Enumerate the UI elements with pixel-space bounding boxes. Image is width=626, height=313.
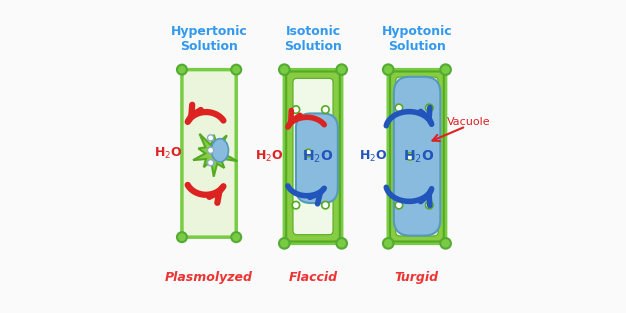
Text: Plasmolyzed: Plasmolyzed — [165, 271, 253, 284]
Circle shape — [406, 153, 414, 160]
FancyBboxPatch shape — [390, 71, 444, 242]
Circle shape — [177, 232, 187, 242]
FancyBboxPatch shape — [394, 77, 440, 236]
Text: H$_2$O: H$_2$O — [154, 146, 182, 161]
Circle shape — [208, 160, 213, 166]
Text: Hypertonic
Solution: Hypertonic Solution — [171, 25, 247, 53]
FancyBboxPatch shape — [293, 78, 333, 235]
Text: H$_2$O: H$_2$O — [302, 148, 334, 165]
FancyBboxPatch shape — [296, 113, 338, 203]
Circle shape — [426, 104, 433, 111]
Circle shape — [440, 64, 451, 75]
Text: Isotonic
Solution: Isotonic Solution — [284, 25, 342, 53]
Text: Turgid: Turgid — [395, 271, 439, 284]
FancyBboxPatch shape — [388, 69, 446, 244]
Circle shape — [336, 238, 347, 249]
Circle shape — [383, 238, 394, 249]
Circle shape — [279, 238, 290, 249]
FancyBboxPatch shape — [286, 71, 340, 242]
Circle shape — [336, 64, 347, 75]
Circle shape — [322, 202, 329, 209]
Text: H$_2$O: H$_2$O — [403, 148, 434, 165]
Ellipse shape — [212, 139, 228, 162]
Circle shape — [383, 64, 394, 75]
Circle shape — [305, 149, 312, 157]
Polygon shape — [193, 134, 237, 177]
Text: Vacuole: Vacuole — [447, 117, 491, 127]
Circle shape — [279, 64, 290, 75]
Circle shape — [395, 104, 403, 111]
Text: H$_2$O: H$_2$O — [255, 149, 284, 164]
Circle shape — [426, 202, 433, 209]
Circle shape — [322, 106, 329, 113]
Circle shape — [292, 202, 300, 209]
Circle shape — [208, 147, 213, 153]
FancyBboxPatch shape — [182, 69, 236, 237]
Circle shape — [292, 106, 300, 113]
FancyBboxPatch shape — [396, 77, 438, 236]
Text: H$_2$O: H$_2$O — [359, 149, 387, 164]
Circle shape — [231, 232, 241, 242]
Circle shape — [440, 238, 451, 249]
Circle shape — [208, 135, 213, 141]
FancyBboxPatch shape — [284, 69, 342, 244]
Circle shape — [231, 65, 241, 74]
Circle shape — [177, 65, 187, 74]
Text: Flaccid: Flaccid — [289, 271, 337, 284]
Text: Hypotonic
Solution: Hypotonic Solution — [382, 25, 452, 53]
Circle shape — [395, 202, 403, 209]
